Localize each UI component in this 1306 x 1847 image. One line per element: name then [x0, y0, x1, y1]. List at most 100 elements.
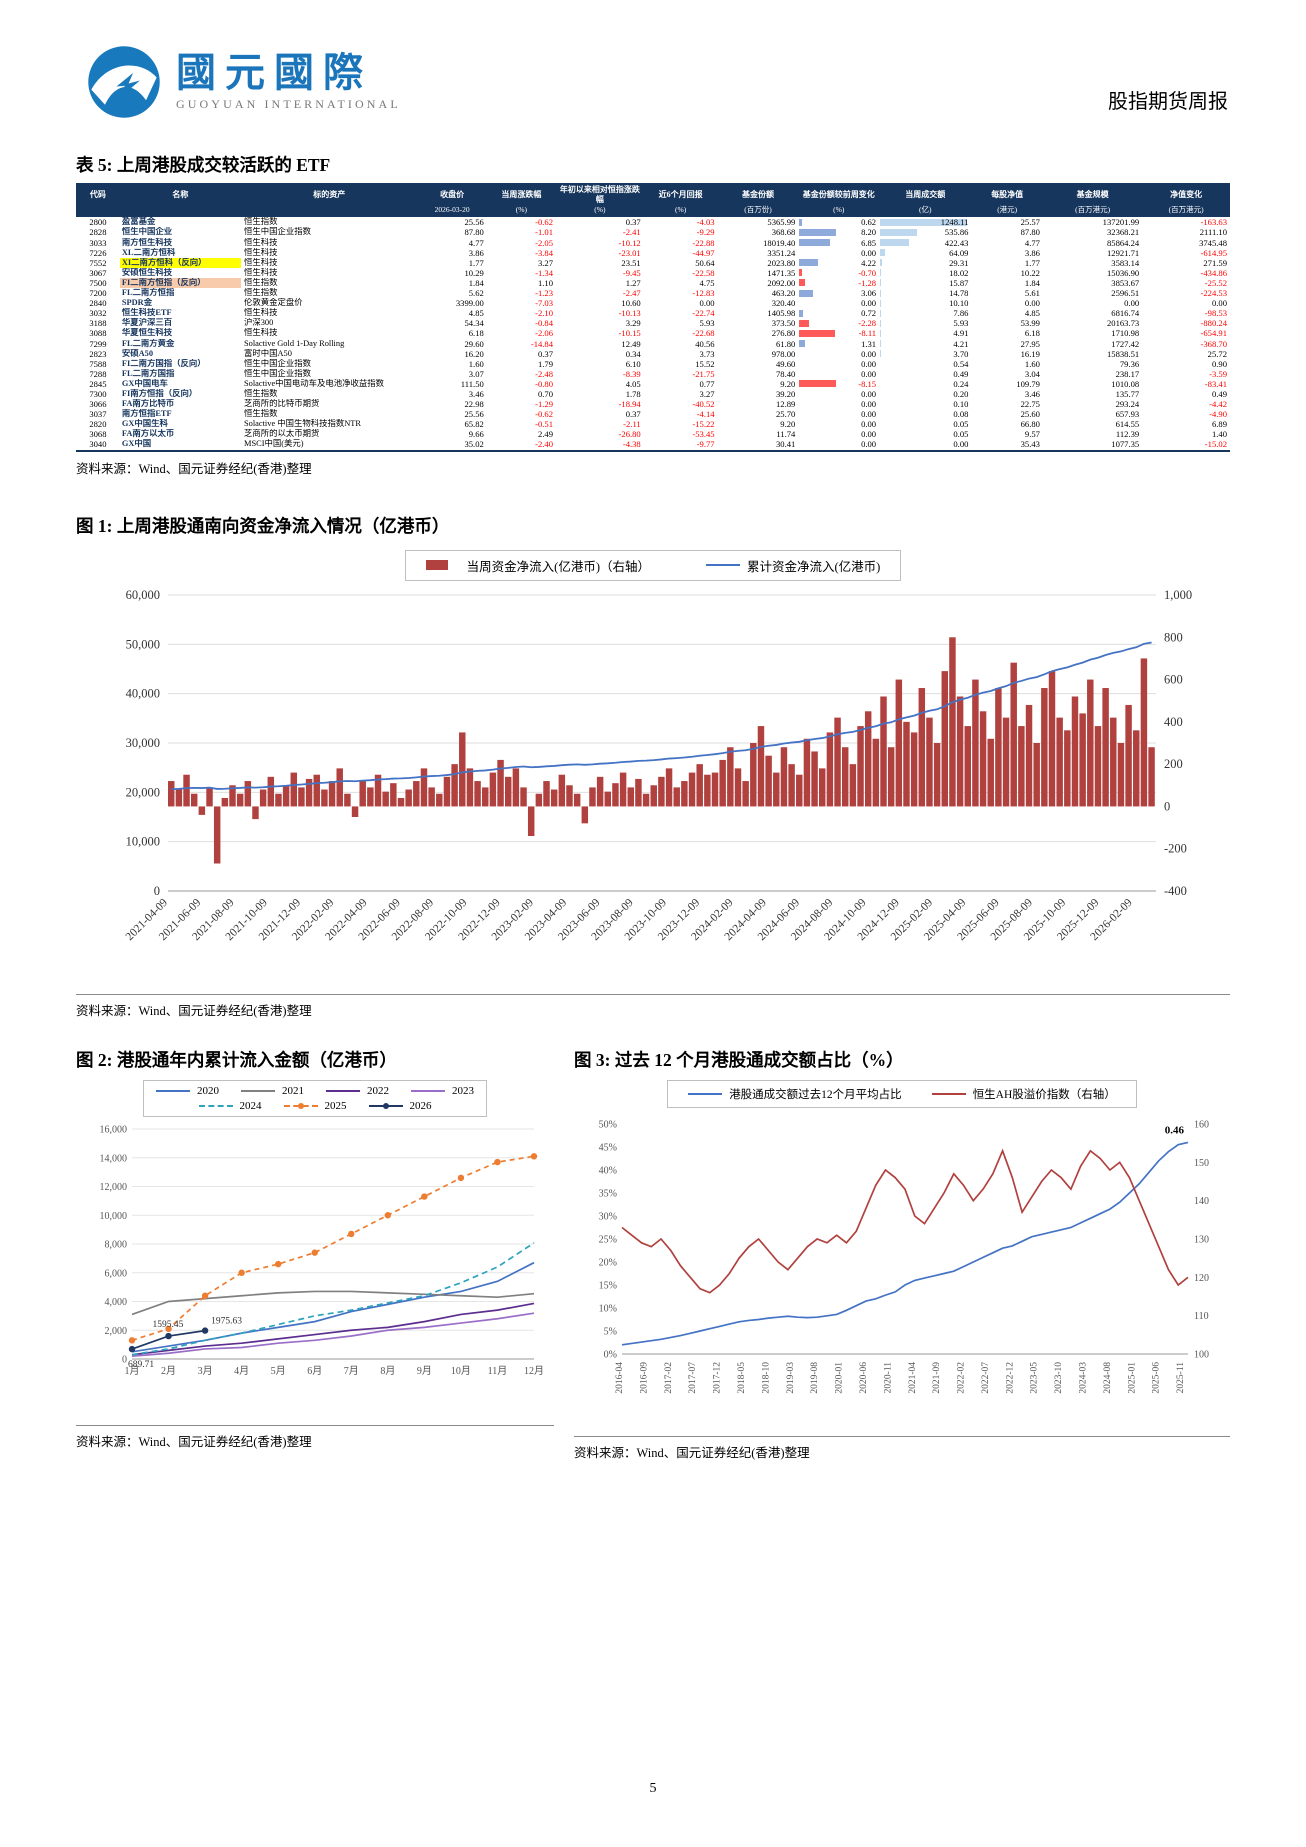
cell-code: 3033 — [89, 237, 107, 248]
cell-asset: 恒生指数 — [244, 288, 278, 298]
cell-turnover: 10.10 — [880, 298, 969, 309]
cell-shares: 320.40 — [771, 298, 796, 309]
cell-shares-change: -2.28 — [798, 318, 879, 328]
column-unit: (亿) — [879, 205, 972, 218]
cell-asset: 恒生科技 — [244, 328, 278, 338]
svg-text:2018-05: 2018-05 — [737, 1361, 747, 1393]
legend-line-swatch — [156, 1086, 190, 1096]
cell-turnover: 15.87 — [879, 278, 971, 288]
cell-aum: 15838.51 — [1106, 348, 1140, 359]
cell-code: 2823 — [89, 348, 107, 359]
cell-nav-change: 3745.48 — [1199, 237, 1227, 248]
svg-text:2月: 2月 — [161, 1365, 176, 1377]
cell-name: XI二南方恒科（反向） — [119, 257, 241, 268]
cell-close: 25.56 — [464, 409, 484, 420]
figure2-source-note: 资料来源：Wind、国元证券经纪(香港)整理 — [76, 1424, 554, 1450]
cell-code: 2820 — [89, 419, 107, 430]
cell-aum: 3583.14 — [1111, 257, 1140, 268]
svg-text:2020-11: 2020-11 — [883, 1361, 893, 1393]
figure3-title: 图 3: 过去 12 个月港股通成交额占比（%） — [574, 1049, 904, 1070]
cell-turnover: 0.08 — [953, 409, 969, 420]
svg-text:50,000: 50,000 — [126, 637, 160, 651]
legend-item: 2024 — [198, 1100, 262, 1112]
svg-text:2016-04: 2016-04 — [615, 1361, 625, 1393]
cell-shares-change: 0.00 — [861, 429, 877, 440]
cell-6m-return: 3.73 — [699, 348, 715, 359]
svg-text:2022-07: 2022-07 — [981, 1361, 991, 1393]
cell-name: SPDR金 — [121, 298, 153, 308]
cell-shares-change: 6.85 — [798, 238, 879, 248]
legend-item: 2023 — [411, 1085, 474, 1097]
cell-nav: 6.18 — [1024, 328, 1040, 339]
cell-asset: 恒生中国企业指数 — [244, 227, 311, 237]
cell-name: 恒生科技ETF — [121, 308, 172, 318]
cell-aum: 15036.90 — [1106, 267, 1140, 278]
cell-ytd-rel-hsi: -23.01 — [618, 247, 641, 258]
svg-text:1975.63: 1975.63 — [211, 1316, 242, 1326]
figure2-panel: 图 2: 港股通年内累计流入金额（亿港币） 2020 2021 2022 2023 20… — [76, 1047, 554, 1461]
cell-nav-change: 2111.10 — [1199, 227, 1227, 238]
cell-asset: Solactive中国电动车及电池净收益指数 — [244, 378, 385, 388]
legend-item: 2022 — [326, 1085, 389, 1097]
cell-nav-change: -224.53 — [1200, 288, 1228, 299]
cell-ytd-rel-hsi: -2.47 — [622, 288, 641, 299]
cell-asset: Solactive 中国生物科技指数NTR — [244, 419, 362, 429]
legend-line-swatch — [411, 1086, 445, 1096]
svg-text:2016-09: 2016-09 — [639, 1361, 649, 1393]
svg-text:2021-09: 2021-09 — [932, 1361, 942, 1393]
page-header: 國元國際 GUOYUAN INTERNATIONAL 股指期货周报 — [0, 0, 1306, 120]
svg-text:6月: 6月 — [307, 1365, 322, 1377]
cell-aum: 657.93 — [1115, 409, 1140, 420]
cell-shares-change: 4.22 — [798, 258, 879, 268]
cell-nav-change: -25.52 — [1204, 277, 1227, 288]
cell-asset: 恒生指数 — [244, 388, 278, 398]
column-unit — [76, 205, 120, 218]
svg-text:2022-02: 2022-02 — [957, 1361, 967, 1393]
cell-nav: 109.79 — [1016, 378, 1040, 389]
table-row: 7552 XI二南方恒科（反向） 恒生科技 1.77 3.27 23.51 50.64 202… — [76, 257, 1230, 268]
svg-text:35%: 35% — [599, 1188, 617, 1199]
cell-name: 华夏恒生科技 — [121, 328, 173, 338]
svg-text:0: 0 — [154, 884, 160, 898]
cell-asset: 恒生中国企业指数 — [244, 358, 311, 368]
cell-nav-change: -654.91 — [1200, 328, 1228, 339]
cell-shares-change: 3.06 — [798, 288, 879, 298]
cell-6m-return: -9.77 — [696, 439, 715, 450]
cell-shares-change: -1.28 — [798, 278, 879, 288]
figure3-legend: 港股通成交额过去12个月平均占比 恒生AH股溢价指数（右轴） — [667, 1079, 1137, 1108]
table-row: 3033 南方恒生科技 恒生科技 4.77 -2.05 -10.12 -22.88 18019… — [76, 238, 1230, 248]
cell-shares: 3351.24 — [767, 247, 796, 258]
cell-close: 10.29 — [464, 267, 484, 278]
cell-asset: 恒生指数 — [244, 217, 278, 227]
cell-turnover: 14.78 — [879, 288, 971, 298]
logo-icon — [88, 46, 160, 118]
cell-shares: 25.70 — [776, 409, 796, 420]
cell-6m-return: 0.77 — [699, 378, 715, 389]
cell-week-pct: 3.27 — [537, 257, 554, 268]
cell-shares-change: 0.62 — [798, 217, 879, 227]
cell-week-pct: -2.06 — [535, 328, 554, 339]
cell-turnover: 3.70 — [880, 348, 969, 359]
cell-week-pct: 0.70 — [537, 388, 554, 399]
cell-asset: 芝商所的以太币期货 — [244, 429, 320, 439]
svg-text:2017-12: 2017-12 — [713, 1361, 723, 1393]
column-unit: (百万份) — [717, 205, 799, 218]
cell-6m-return: -40.52 — [692, 399, 715, 410]
cell-nav: 4.77 — [1024, 237, 1040, 248]
table-row: 3068 FA南方以太币 芝商所的以太币期货 9.66 2.49 -26.80 -53.45… — [76, 429, 1230, 439]
cell-aum: 238.17 — [1115, 368, 1140, 379]
svg-text:45%: 45% — [599, 1142, 617, 1153]
cell-turnover: 0.20 — [953, 388, 969, 399]
cell-week-pct: -0.51 — [535, 419, 554, 430]
svg-text:-400: -400 — [1164, 884, 1187, 898]
cell-turnover: 422.43 — [879, 238, 971, 248]
cell-name: GX中国生科 — [121, 419, 168, 429]
cell-shares: 5365.99 — [767, 217, 796, 228]
legend-item: 2026 — [368, 1100, 432, 1112]
cell-ytd-rel-hsi: 1.78 — [625, 388, 641, 399]
legend-label: 当周资金净流入(亿港币)（右轴） — [466, 559, 650, 574]
column-header: 收盘价 — [417, 183, 487, 205]
svg-text:140: 140 — [1194, 1196, 1209, 1207]
svg-text:5月: 5月 — [271, 1365, 286, 1377]
